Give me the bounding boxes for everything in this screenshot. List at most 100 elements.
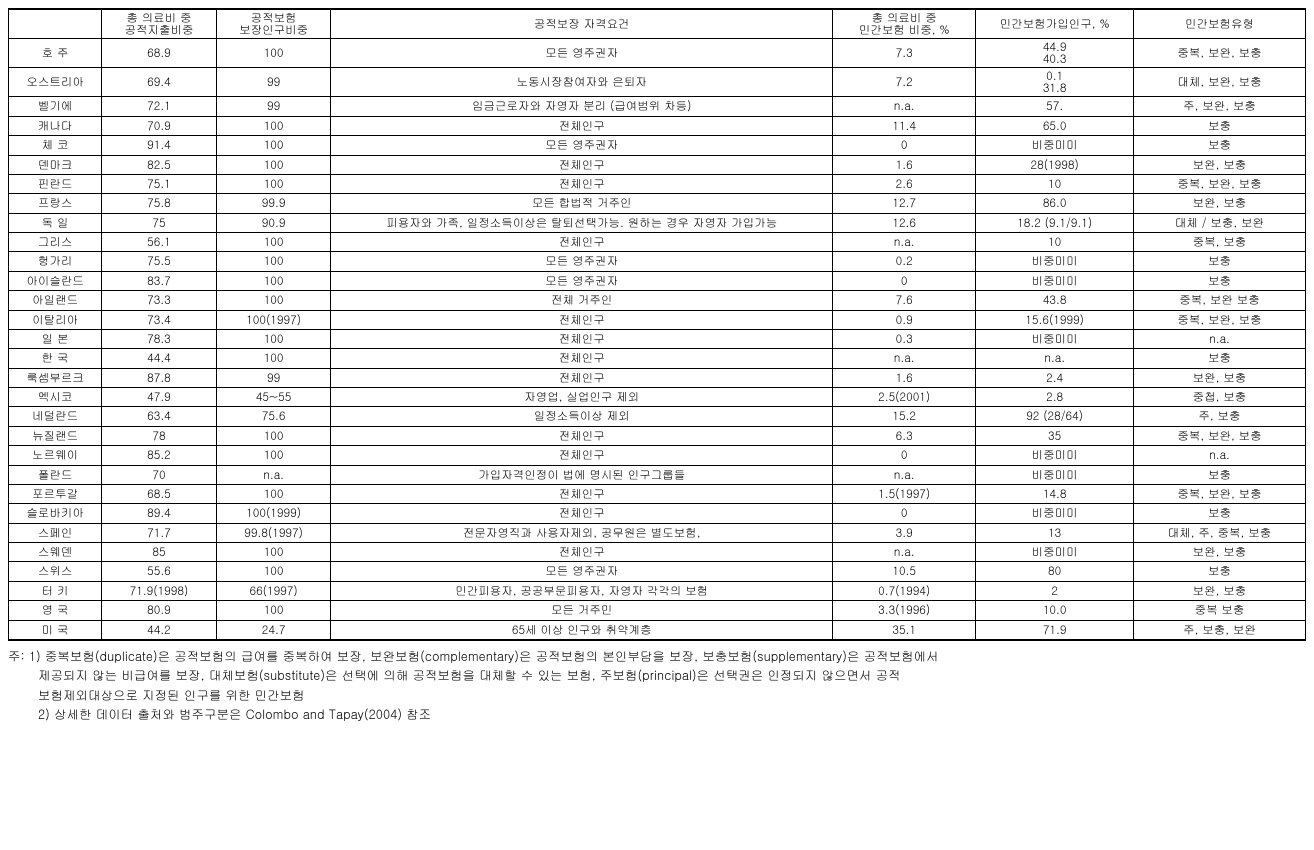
cell-c2: 99 (216, 68, 331, 97)
cell-c6: 중첩, 보충 (1133, 388, 1305, 407)
cell-c3: 모든 거주민 (331, 601, 833, 620)
cell-c2: 100 (216, 155, 331, 174)
cell-c0: 포르투갈 (9, 484, 102, 503)
table-row: 미 국44.224.765세 이상 인구와 취약계층35.171.9주, 보충,… (9, 620, 1306, 640)
data-table: 총 의료비 중공적지출비중 공적보험보장인구비중 공적보장 자격요건 총 의료비… (8, 8, 1306, 641)
cell-c2: 99 (216, 97, 331, 116)
cell-c3: 자영업, 실업인구 제외 (331, 388, 833, 407)
cell-c1: 70.9 (102, 116, 217, 135)
cell-c2: 100 (216, 349, 331, 368)
cell-c0: 스웨덴 (9, 543, 102, 562)
cell-c2: 100 (216, 271, 331, 290)
cell-c5: 71.9 (976, 620, 1134, 640)
cell-c0: 일 본 (9, 329, 102, 348)
cell-c0: 덴마크 (9, 155, 102, 174)
cell-c5: 65.0 (976, 116, 1134, 135)
cell-c2: 100 (216, 136, 331, 155)
cell-c4: n.a. (833, 233, 976, 252)
cell-c6: 중복, 보완, 보충 (1133, 39, 1305, 68)
cell-c4: 0.2 (833, 252, 976, 271)
cell-c1: 78.3 (102, 329, 217, 348)
cell-c0: 캐나다 (9, 116, 102, 135)
cell-c6: 대체 / 보충, 보완 (1133, 213, 1305, 232)
cell-c3: 전체인구 (331, 329, 833, 348)
cell-c1: 68.9 (102, 39, 217, 68)
cell-c5: 80 (976, 562, 1134, 581)
cell-c5: 비중미미 (976, 252, 1134, 271)
cell-c0: 스페인 (9, 523, 102, 542)
table-row: 헝가리75.5100모든 영주권자0.2비중미미보충 (9, 252, 1306, 271)
cell-c0: 터 키 (9, 581, 102, 600)
cell-c3: 전체인구 (331, 484, 833, 503)
table-row: 한 국44.4100전체인구n.a.n.a.보충 (9, 349, 1306, 368)
cell-c4: 0.3 (833, 329, 976, 348)
cell-c3: 피용자와 가족, 일정소득이상은 탈퇴선택가능. 원하는 경우 자영자 가입가능 (331, 213, 833, 232)
cell-c2: 100 (216, 116, 331, 135)
cell-c5: 57. (976, 97, 1134, 116)
table-row: 아일랜드73.3100전체 거주인7.643.8중복, 보완 보충 (9, 291, 1306, 310)
cell-c5: 18.2 (9.1/9.1) (976, 213, 1134, 232)
table-row: 호 주68.9100모든 영주권자7.344.940.3중복, 보완, 보충 (9, 39, 1306, 68)
note-1b: 제공되지 않는 비급여를 보장, 대체보험(substitute)은 선택에 의… (8, 666, 1306, 685)
cell-c6: 보완, 보충 (1133, 543, 1305, 562)
cell-c0: 독 일 (9, 213, 102, 232)
cell-c0: 오스트리아 (9, 68, 102, 97)
cell-c1: 70 (102, 465, 217, 484)
cell-c5: 10 (976, 174, 1134, 193)
cell-c6: 보완, 보충 (1133, 194, 1305, 213)
table-row: 독 일7590.9피용자와 가족, 일정소득이상은 탈퇴선택가능. 원하는 경우… (9, 213, 1306, 232)
cell-c6: 중복, 보완, 보충 (1133, 426, 1305, 445)
cell-c0: 프랑스 (9, 194, 102, 213)
cell-c1: 68.5 (102, 484, 217, 503)
cell-c0: 네덜란드 (9, 407, 102, 426)
table-row: 슬로바키아89.4100(1999)전체인구0비중미미보충 (9, 504, 1306, 523)
cell-c6: 대체, 보완, 보충 (1133, 68, 1305, 97)
cell-c4: 1.6 (833, 155, 976, 174)
cell-c1: 75.8 (102, 194, 217, 213)
cell-c1: 75.1 (102, 174, 217, 193)
col-private-pop: 민간보험가입인구, % (976, 9, 1134, 39)
cell-c4: 7.3 (833, 39, 976, 68)
table-row: 스페인71.799.8(1997)전문자영직과 사용자제외, 공무원은 별도보험… (9, 523, 1306, 542)
col-private-share: 총 의료비 중민간보험 비중, % (833, 9, 976, 39)
cell-c5: n.a. (976, 349, 1134, 368)
cell-c1: 75 (102, 213, 217, 232)
cell-c4: 11.4 (833, 116, 976, 135)
col-country (9, 9, 102, 39)
cell-c3: 전문자영직과 사용자제외, 공무원은 별도보험, (331, 523, 833, 542)
cell-c6: 중복, 보완, 보충 (1133, 484, 1305, 503)
cell-c3: 전체인구 (331, 174, 833, 193)
cell-c3: 전체인구 (331, 368, 833, 387)
cell-c6: n.a. (1133, 329, 1305, 348)
cell-c5: 13 (976, 523, 1134, 542)
cell-c2: 100 (216, 484, 331, 503)
cell-c3: 전체인구 (331, 543, 833, 562)
cell-c4: 6.3 (833, 426, 976, 445)
cell-c4: n.a. (833, 349, 976, 368)
cell-c0: 멕시코 (9, 388, 102, 407)
cell-c6: 보완, 보충 (1133, 581, 1305, 600)
cell-c3: 전체인구 (331, 155, 833, 174)
table-row: 노르웨이85.2100전체인구0비중미미n.a. (9, 446, 1306, 465)
cell-c5: 비중미미 (976, 446, 1134, 465)
cell-c2: 100 (216, 543, 331, 562)
table-row: 그리스56.1100전체인구n.a.10중복, 보충 (9, 233, 1306, 252)
cell-c3: 민간피용자, 공공부문피용자, 자영자 각각의 보험 (331, 581, 833, 600)
cell-c1: 69.4 (102, 68, 217, 97)
cell-c1: 47.9 (102, 388, 217, 407)
cell-c5: 15.6(1999) (976, 310, 1134, 329)
cell-c3: 모든 영주권자 (331, 562, 833, 581)
cell-c6: 주, 보충, 보완 (1133, 620, 1305, 640)
table-body: 호 주68.9100모든 영주권자7.344.940.3중복, 보완, 보충오스… (9, 39, 1306, 640)
cell-c0: 호 주 (9, 39, 102, 68)
cell-c5: 10 (976, 233, 1134, 252)
table-row: 벨기에72.199임금근로자와 자영자 분리 (급여범위 차등)n.a.57.주… (9, 97, 1306, 116)
cell-c3: 전체인구 (331, 504, 833, 523)
cell-c6: 중복, 보완, 보충 (1133, 310, 1305, 329)
cell-c1: 71.7 (102, 523, 217, 542)
table-row: 오스트리아69.499노동시장참여자와 은퇴자7.20.131.8대체, 보완,… (9, 68, 1306, 97)
cell-c3: 전체인구 (331, 446, 833, 465)
cell-c6: 주, 보충 (1133, 407, 1305, 426)
cell-c4: 2.6 (833, 174, 976, 193)
table-row: 체 코91.4100모든 영주권자0비중미미보충 (9, 136, 1306, 155)
